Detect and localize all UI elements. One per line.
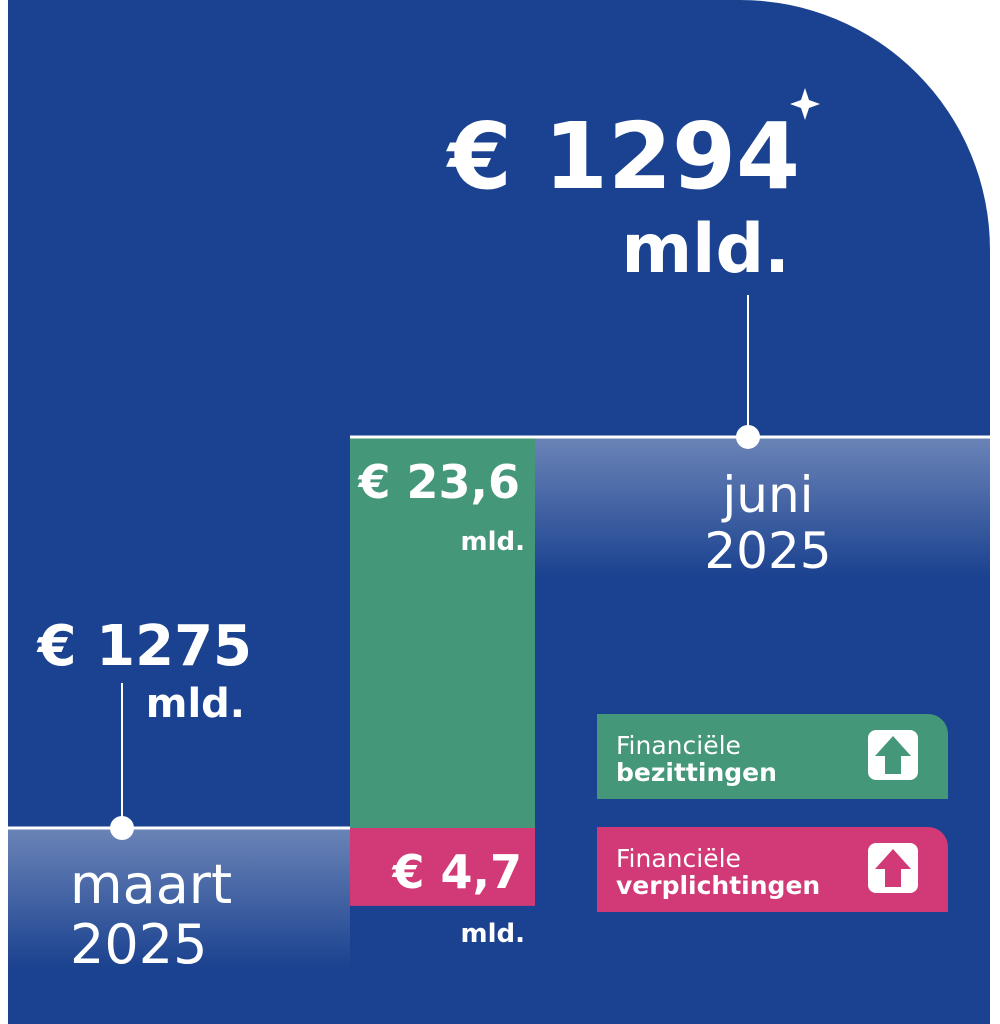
category-label: juni bbox=[721, 466, 813, 524]
unit-label: mld. bbox=[621, 210, 790, 289]
point bbox=[110, 816, 134, 840]
legend-box bbox=[597, 827, 948, 912]
legend-label: verplichtingen bbox=[616, 871, 820, 900]
category-label: 2025 bbox=[704, 522, 831, 580]
legend-box bbox=[597, 714, 948, 799]
legend-label: Financiële bbox=[616, 844, 741, 873]
legend-label: bezittingen bbox=[616, 758, 777, 787]
value-label: € 1275 bbox=[36, 614, 252, 679]
bar bbox=[350, 436, 535, 828]
value-label: € 1294 bbox=[446, 103, 800, 210]
unit-label: mld. bbox=[461, 527, 526, 557]
arrow-icon bbox=[875, 849, 911, 887]
unit-label: mld. bbox=[146, 681, 245, 727]
bar bbox=[350, 828, 535, 906]
category-label: maart bbox=[70, 853, 232, 916]
legend-label: Financiële bbox=[616, 731, 741, 760]
band bbox=[8, 828, 350, 968]
unit-label: mld. bbox=[461, 919, 526, 949]
point bbox=[736, 424, 760, 449]
value-label: € 23,6 bbox=[357, 455, 520, 509]
sparkle bbox=[790, 88, 820, 120]
arrow-icon bbox=[875, 736, 911, 774]
value-label: € 4,7 bbox=[391, 845, 522, 899]
category-label: 2025 bbox=[70, 913, 207, 976]
